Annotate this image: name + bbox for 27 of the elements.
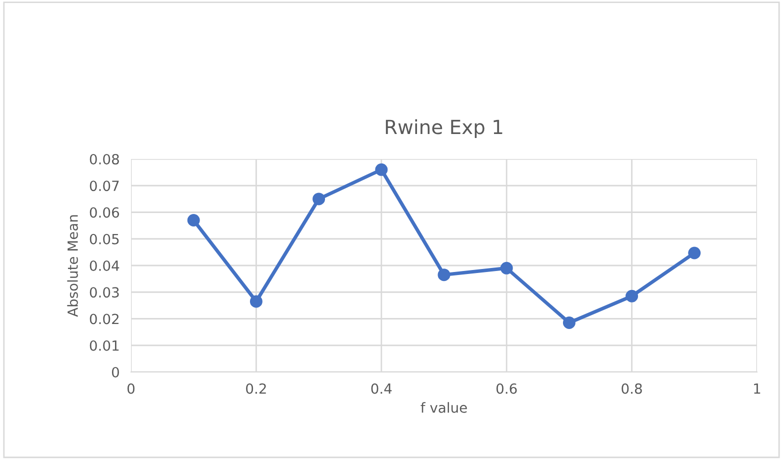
x-axis-title: f value xyxy=(420,402,467,413)
y-tick-label: 0.03 xyxy=(90,287,119,298)
point xyxy=(187,214,200,226)
x-tick-label: 0.2 xyxy=(246,383,266,394)
y-axis-title: Absolute Mean xyxy=(67,215,78,317)
y-tick-label: 0 xyxy=(112,366,119,378)
y-tick-label: 0.01 xyxy=(90,340,119,351)
x-tick-label: 0.6 xyxy=(496,383,517,394)
x-tick-label: 0 xyxy=(127,383,134,394)
y-tick-label: 0.04 xyxy=(90,260,120,271)
y-tick-label: 0.05 xyxy=(90,234,119,244)
point xyxy=(312,192,326,206)
point xyxy=(626,290,638,302)
y-tick-label: 0.08 xyxy=(90,154,119,164)
y-tick-label: 0.02 xyxy=(90,314,118,324)
point xyxy=(500,262,513,274)
point xyxy=(562,316,576,329)
x-tick-label: 1 xyxy=(754,384,760,394)
y-tick-label: 0.06 xyxy=(90,207,120,218)
x-tick-label: 0.8 xyxy=(622,383,642,394)
point xyxy=(688,246,701,260)
x-tick-label: 0.4 xyxy=(371,383,392,394)
point xyxy=(375,163,388,176)
chart-title: Rwine Exp 1 xyxy=(386,119,502,138)
point xyxy=(438,268,450,282)
point xyxy=(250,295,262,308)
y-tick-label: 0.07 xyxy=(90,180,119,192)
